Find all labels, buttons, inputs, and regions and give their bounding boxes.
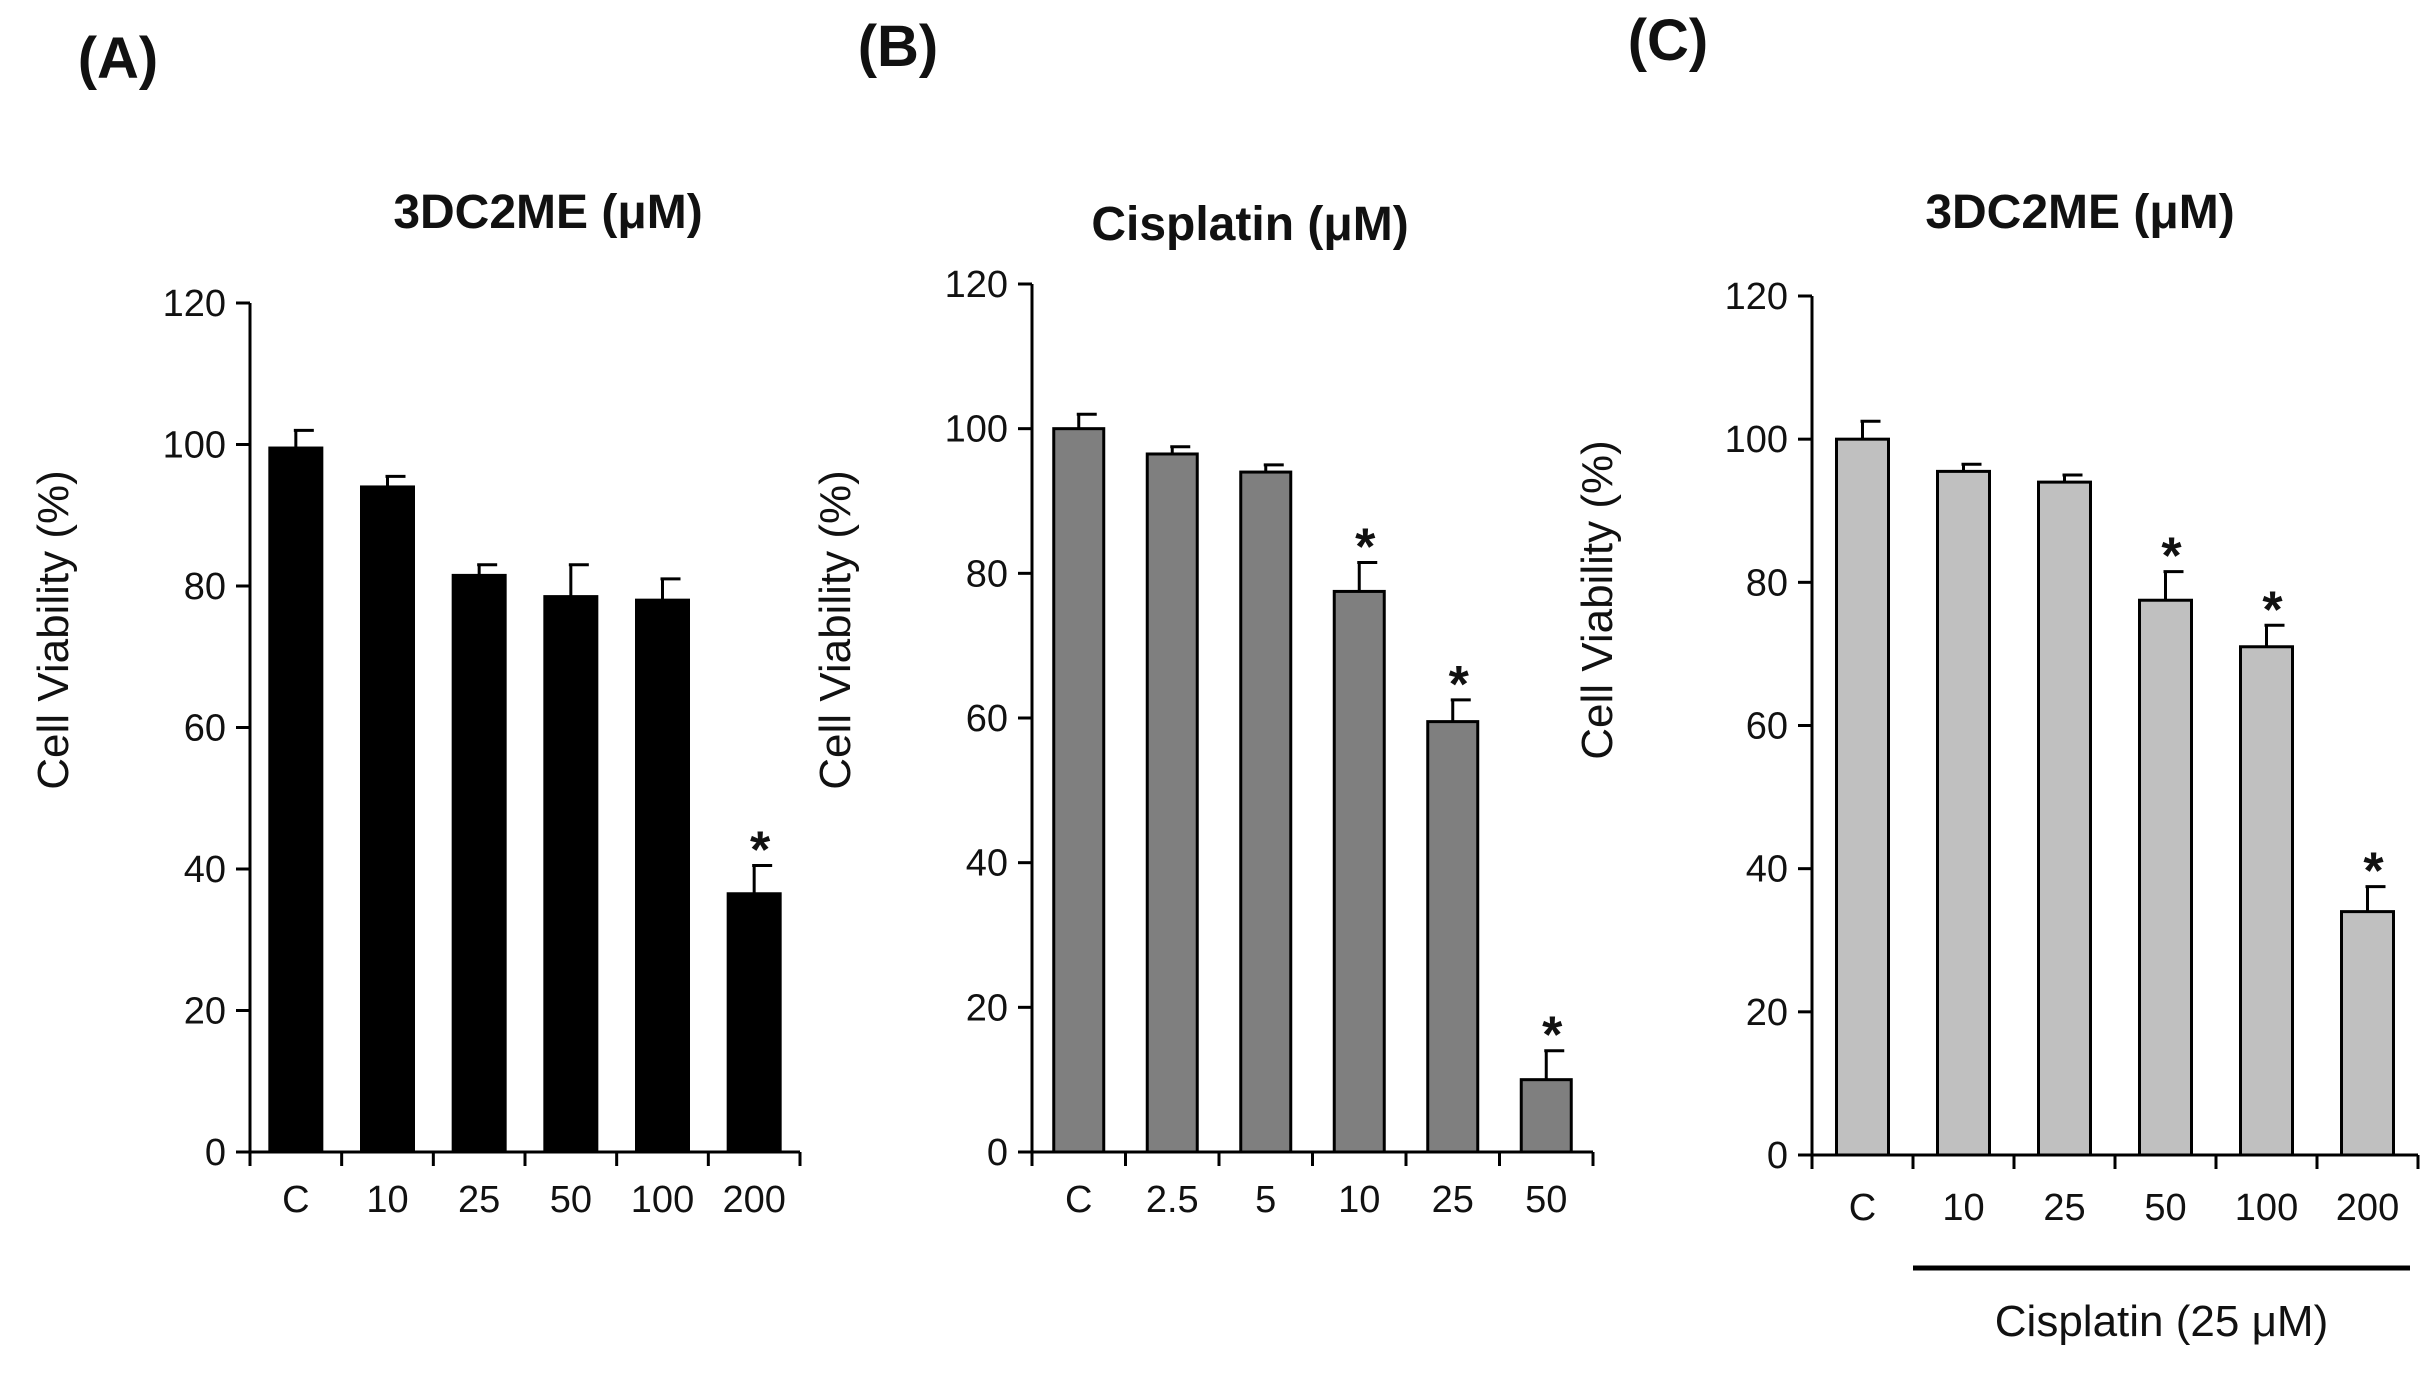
significance-mark: * [2161,528,2182,586]
x-tick-label: 50 [1525,1179,1567,1221]
significance-mark: * [1449,656,1470,714]
y-tick-label: 120 [1725,276,1788,318]
x-tick-label: 200 [722,1179,785,1221]
chart-title: Cisplatin (μM) [1091,198,1408,251]
y-tick-label: 40 [1746,849,1788,891]
bar [1936,469,1991,1157]
bar [726,892,782,1154]
significance-mark: * [1355,518,1376,576]
bar [1426,720,1480,1154]
panel-label: (A) [78,26,159,91]
y-tick-label: 20 [1746,992,1788,1034]
bar [451,573,507,1154]
y-tick-label: 20 [966,987,1008,1029]
x-tick-label: 100 [631,1179,694,1221]
significance-mark: * [1542,1007,1563,1065]
bar [360,485,415,1154]
y-tick-label: 20 [184,991,226,1033]
y-tick-label: 0 [987,1132,1008,1174]
chart-title: 3DC2ME (μM) [1925,186,2234,239]
y-axis-label: Cell Viability (%) [811,470,860,790]
bar [1332,589,1386,1154]
bar [1052,427,1106,1154]
y-axis-label: Cell Viability (%) [29,470,78,790]
chart-panel-b: (B) Cisplatin (μM) Cell Viability (%) 0 20 40… [811,14,1595,1221]
chart-title: 3DC2ME (μM) [393,186,702,239]
significance-mark: * [750,821,771,879]
bar [2239,645,2294,1157]
x-tick-label: C [1849,1187,1876,1229]
x-tick-label: 10 [366,1179,408,1221]
x-tick-label: C [282,1179,309,1221]
bar [1145,452,1199,1154]
y-tick-label: 80 [1746,562,1788,604]
y-tick-label: 80 [966,553,1008,595]
bar [268,446,324,1154]
y-tick-label: 100 [1725,419,1788,461]
y-tick-label: 120 [163,283,226,325]
x-tick-label: 5 [1255,1179,1276,1221]
y-tick-label: 80 [184,566,226,608]
bar [543,595,599,1154]
significance-mark: * [2363,843,2384,901]
chart-panel-a: (A) 3DC2ME (μM) Cell Viability (%) 0 20 40 60 8… [29,26,802,1221]
y-tick-label: 60 [1746,706,1788,748]
y-tick-label: 120 [945,264,1008,306]
x-tick-label: 50 [2144,1187,2186,1229]
y-tick-label: 40 [966,843,1008,885]
chart-panel-c: (C) 3DC2ME (μM) Cell Viability (%) 0 20 40 60 8… [1573,8,2420,1346]
x-tick-label: 200 [2336,1187,2399,1229]
bar [2037,480,2092,1157]
x-tick-label: C [1065,1179,1092,1221]
y-axis-label: Cell Viability (%) [1573,440,1622,760]
bar [2340,910,2395,1157]
bar [635,598,690,1154]
x-tick-label: 10 [1338,1179,1380,1221]
y-tick-label: 0 [1767,1135,1788,1177]
y-tick-label: 60 [184,708,226,750]
x-tick-label: 10 [1942,1187,1984,1229]
x-tick-label: 100 [2235,1187,2298,1229]
y-tick-label: 100 [163,425,226,467]
x-tick-label: 25 [1432,1179,1474,1221]
x-tick-label: 2.5 [1146,1179,1199,1221]
y-tick-label: 0 [205,1132,226,1174]
y-tick-label: 40 [184,849,226,891]
annotation-label: Cisplatin (25 μM) [1995,1297,2328,1346]
y-tick-label: 100 [945,409,1008,451]
y-tick-label: 60 [966,698,1008,740]
bar [1239,470,1293,1154]
bar [2138,598,2193,1157]
bar [1835,437,1890,1157]
bar [1519,1078,1573,1154]
x-tick-label: 25 [2043,1187,2085,1229]
panel-label: (C) [1628,8,1709,73]
significance-mark: * [2262,581,2283,639]
x-tick-label: 25 [458,1179,500,1221]
panel-label: (B) [858,14,939,79]
x-tick-label: 50 [550,1179,592,1221]
